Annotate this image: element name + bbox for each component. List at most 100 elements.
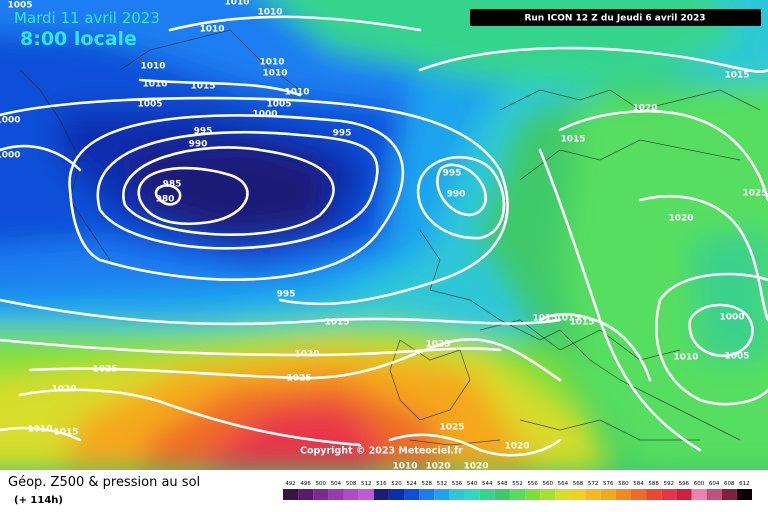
isobar-label: 1000 bbox=[0, 151, 21, 161]
isobar-label: 1025 bbox=[742, 189, 767, 199]
scale-swatch bbox=[283, 489, 299, 500]
scale-swatch bbox=[464, 489, 480, 500]
scale-label: 556 bbox=[527, 481, 538, 487]
scale-label: 576 bbox=[603, 481, 614, 487]
isobar-label: 1005 bbox=[7, 1, 32, 11]
isobar-label: 1025 bbox=[92, 365, 117, 375]
scale-swatch bbox=[540, 489, 556, 500]
isobar-label: 1020 bbox=[463, 462, 488, 472]
scale-label: 596 bbox=[679, 481, 690, 487]
scale-label: 536 bbox=[452, 481, 463, 487]
scale-swatch bbox=[298, 489, 314, 500]
scale-swatch bbox=[676, 489, 692, 500]
scale-label: 524 bbox=[406, 481, 417, 487]
valid-date: Mardi 11 avril 2023 bbox=[14, 9, 160, 27]
scale-label: 572 bbox=[588, 481, 599, 487]
isobar-label: 1015 bbox=[190, 82, 215, 92]
scale-label: 584 bbox=[633, 481, 644, 487]
isobar-label: 1010 bbox=[27, 425, 52, 435]
isobar-label: 1010 bbox=[259, 58, 284, 68]
scale-swatch bbox=[525, 489, 541, 500]
isobar-label: 1015 bbox=[53, 428, 78, 438]
scale-label: 552 bbox=[512, 481, 523, 487]
scale-label: 492 bbox=[285, 481, 296, 487]
isobar-label: 1010 bbox=[673, 353, 698, 363]
scale-swatch bbox=[630, 489, 647, 500]
scale-swatch bbox=[721, 489, 737, 500]
scale-swatch bbox=[434, 489, 450, 500]
scale-label: 540 bbox=[467, 481, 478, 487]
isobar-label: 1015 bbox=[560, 135, 585, 145]
scale-label: 528 bbox=[421, 481, 432, 487]
isobar-label: 980 bbox=[156, 195, 175, 205]
isobar-label: 1020 bbox=[425, 462, 450, 472]
scale-swatch bbox=[736, 489, 752, 500]
isobar-label: 1010 bbox=[257, 8, 282, 18]
scale-swatch bbox=[646, 489, 662, 500]
isobar-label: 995 bbox=[333, 129, 352, 139]
scale-swatch bbox=[570, 489, 586, 500]
scale-label: 532 bbox=[437, 481, 448, 487]
copyright: Copyright © 2023 Meteociel.fr bbox=[300, 446, 463, 457]
isobar-label: 1015 bbox=[532, 314, 557, 324]
scale-swatch bbox=[404, 489, 420, 500]
isobar-label: 995 bbox=[194, 127, 213, 137]
scale-swatch bbox=[691, 489, 707, 500]
isobar-label: 1005 bbox=[266, 100, 291, 110]
isobar-label: 1005 bbox=[724, 352, 749, 362]
isobar-label: 1015 bbox=[555, 314, 580, 324]
scale-label: 568 bbox=[573, 481, 584, 487]
isobar-label: 995 bbox=[443, 169, 462, 179]
scale-label: 588 bbox=[648, 481, 659, 487]
scale-swatch bbox=[343, 489, 359, 500]
isobar-label: 1015 bbox=[569, 318, 594, 328]
scale-swatch bbox=[509, 489, 526, 500]
isobar-label: 1020 bbox=[51, 385, 76, 395]
isobar-label: 1020 bbox=[504, 442, 529, 452]
scale-swatch bbox=[555, 489, 571, 500]
scale-swatch bbox=[615, 489, 631, 500]
geopotential-field bbox=[0, 0, 768, 470]
scale-label: 500 bbox=[316, 481, 327, 487]
isobar-label: 1000 bbox=[252, 110, 277, 120]
isobar-label: 1010 bbox=[199, 25, 224, 35]
scale-label: 608 bbox=[724, 481, 735, 487]
scale-swatch bbox=[313, 489, 329, 500]
scale-label: 520 bbox=[391, 481, 402, 487]
scale-swatch bbox=[600, 489, 616, 500]
footer-title: Géop. Z500 & pression au sol bbox=[8, 475, 200, 490]
scale-label: 600 bbox=[694, 481, 705, 487]
scale-label: 544 bbox=[482, 481, 493, 487]
scale-label: 496 bbox=[300, 481, 311, 487]
scale-label: 564 bbox=[558, 481, 569, 487]
scale-label: 508 bbox=[346, 481, 357, 487]
scale-swatch bbox=[479, 489, 495, 500]
scale-swatch bbox=[373, 489, 389, 500]
isobars bbox=[0, 15, 768, 457]
scale-swatch bbox=[419, 489, 435, 500]
isobar-label: 1010 bbox=[142, 80, 167, 90]
isobar-label: 1025 bbox=[439, 423, 464, 433]
color-scale: 492 496 500 504 508 512 516 520 524 528 532 536 540 5… bbox=[283, 481, 752, 500]
isobar-label: 1010 bbox=[392, 462, 417, 472]
isobar-label: 985 bbox=[163, 180, 182, 190]
field-colors bbox=[0, 0, 768, 470]
isobar-label: 1000 bbox=[719, 313, 744, 323]
scale-swatch bbox=[449, 489, 465, 500]
isobar-label: 1015 bbox=[724, 71, 749, 81]
isobar-label: 990 bbox=[447, 190, 466, 200]
isobar-label: 1010 bbox=[284, 88, 309, 98]
isobar-label: 1020 bbox=[632, 104, 657, 114]
scale-label: 548 bbox=[497, 481, 508, 487]
scale-label: 592 bbox=[664, 481, 675, 487]
scale-swatch bbox=[661, 489, 677, 500]
isobar-label: 1005 bbox=[137, 100, 162, 110]
isobar-label: 1020 bbox=[294, 350, 319, 360]
scale-swatch bbox=[585, 489, 601, 500]
scale-label: 580 bbox=[618, 481, 629, 487]
scale-label: 516 bbox=[376, 481, 387, 487]
scale-label: 512 bbox=[361, 481, 372, 487]
scale-label: 560 bbox=[543, 481, 554, 487]
isobar-label: 1010 bbox=[140, 62, 165, 72]
